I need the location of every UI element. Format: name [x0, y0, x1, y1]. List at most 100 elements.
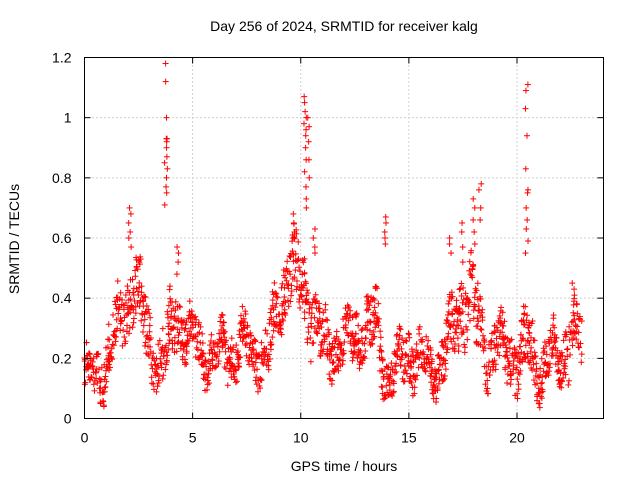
data-point	[222, 341, 229, 348]
data-point	[239, 338, 246, 345]
data-point	[479, 332, 486, 339]
data-point	[546, 340, 553, 347]
data-point	[163, 174, 170, 181]
data-point	[351, 348, 358, 355]
data-point	[477, 325, 484, 332]
data-point	[426, 364, 433, 371]
data-point	[389, 392, 396, 399]
data-point	[165, 323, 172, 330]
data-point	[164, 165, 171, 172]
data-point	[156, 373, 163, 380]
data-point	[481, 339, 488, 346]
data-point	[399, 335, 406, 342]
data-point	[477, 296, 484, 303]
data-point	[514, 376, 521, 383]
data-point	[281, 294, 288, 301]
data-point	[291, 228, 298, 235]
data-point	[338, 342, 345, 349]
y-tick-label: 1.2	[52, 50, 72, 66]
data-point	[525, 324, 532, 331]
data-point	[520, 321, 527, 328]
data-point	[442, 366, 449, 373]
data-point	[258, 339, 265, 346]
data-point	[397, 326, 404, 333]
data-point	[578, 359, 585, 366]
data-point	[531, 337, 538, 344]
data-point	[359, 326, 366, 333]
data-point	[394, 353, 401, 360]
data-point	[478, 180, 485, 187]
data-point	[458, 228, 465, 235]
data-point	[522, 105, 529, 112]
data-point	[485, 390, 492, 397]
data-point	[174, 326, 181, 333]
data-point	[558, 357, 565, 364]
data-point	[264, 330, 271, 337]
data-point	[147, 335, 154, 342]
data-point	[305, 290, 312, 297]
data-point	[176, 329, 183, 336]
data-point	[301, 269, 308, 276]
data-point	[121, 334, 128, 341]
data-point	[172, 307, 179, 314]
data-point	[537, 365, 544, 372]
data-point	[129, 324, 136, 331]
data-point	[202, 357, 209, 364]
data-point	[508, 336, 515, 343]
data-point	[379, 384, 386, 391]
data-point	[162, 366, 169, 373]
data-point	[471, 228, 478, 235]
data-point	[127, 309, 134, 316]
data-point	[333, 328, 340, 335]
data-point	[199, 340, 206, 347]
data-point	[288, 282, 295, 289]
data-point	[205, 370, 212, 377]
data-point	[515, 386, 522, 393]
data-point	[410, 359, 417, 366]
data-point	[435, 366, 442, 373]
data-point	[311, 225, 318, 232]
data-point	[110, 342, 117, 349]
data-point	[360, 353, 367, 360]
data-point	[387, 371, 394, 378]
data-point	[500, 322, 507, 329]
data-point	[406, 334, 413, 341]
data-point	[470, 216, 477, 223]
data-point	[391, 369, 398, 376]
data-point	[266, 356, 273, 363]
data-point	[543, 351, 550, 358]
data-point	[105, 361, 112, 368]
data-point	[448, 250, 455, 257]
data-point	[561, 365, 568, 372]
data-point	[314, 330, 321, 337]
data-point	[524, 350, 531, 357]
x-tick-label: 10	[293, 430, 309, 446]
data-point	[528, 320, 535, 327]
data-point	[286, 268, 293, 275]
data-point	[208, 331, 215, 338]
data-point	[271, 279, 278, 286]
data-point	[194, 338, 201, 345]
data-point	[289, 248, 296, 255]
data-point	[454, 316, 461, 323]
data-point	[475, 186, 482, 193]
data-point	[427, 373, 434, 380]
data-point	[513, 364, 520, 371]
data-point	[438, 371, 445, 378]
data-point	[158, 360, 165, 367]
data-point	[301, 255, 308, 262]
data-point	[453, 297, 460, 304]
data-point	[163, 144, 170, 151]
data-point	[248, 358, 255, 365]
data-point	[469, 274, 476, 281]
data-point	[258, 377, 265, 384]
data-point	[459, 259, 466, 266]
data-point	[153, 366, 160, 373]
data-point	[412, 376, 419, 383]
data-point	[567, 351, 574, 358]
data-point	[553, 334, 560, 341]
data-point	[303, 126, 310, 133]
data-point	[283, 277, 290, 284]
data-point	[116, 304, 123, 311]
data-point	[479, 306, 486, 313]
